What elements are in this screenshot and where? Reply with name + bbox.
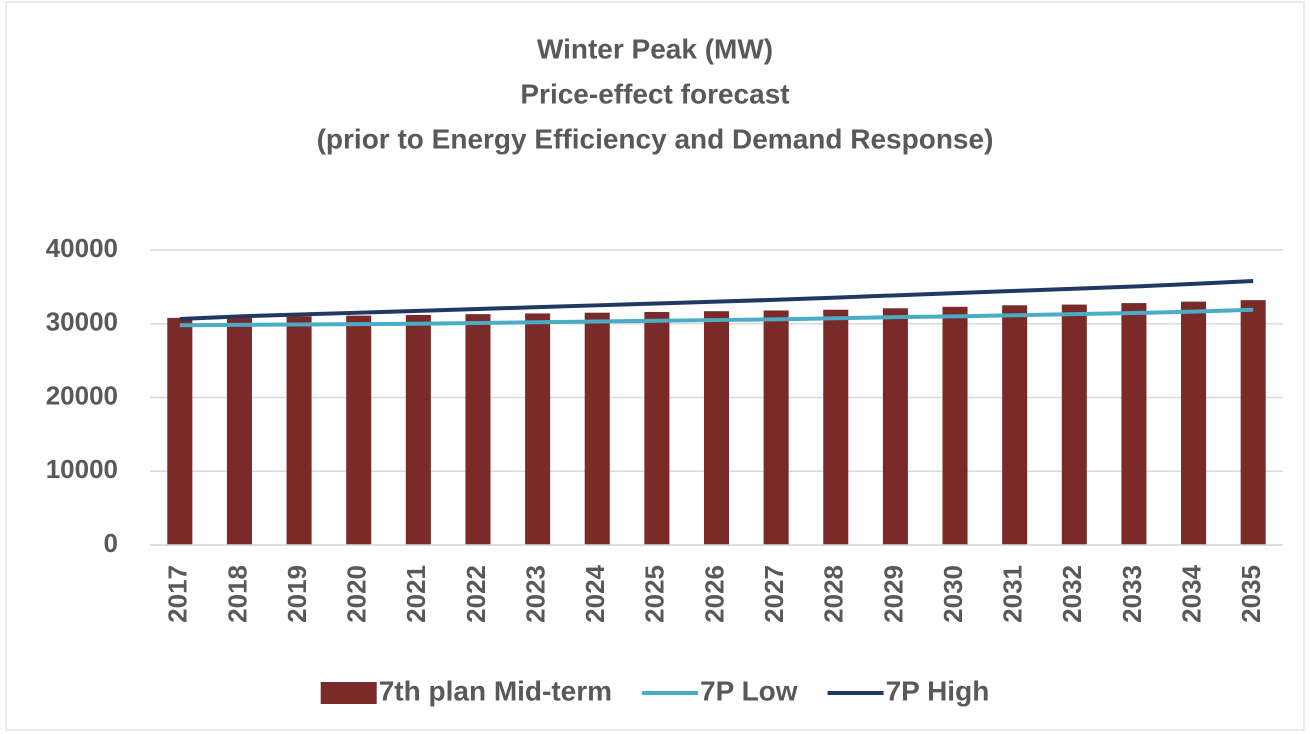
x-tick-label: 2027 [759, 565, 789, 623]
x-tick-label: 2035 [1236, 565, 1266, 623]
x-tick-label: 2025 [640, 565, 670, 623]
bar [226, 317, 252, 545]
x-tick-label: 2022 [461, 565, 491, 623]
line [179, 307, 1254, 328]
x-tick-label: 2033 [1117, 565, 1147, 623]
x-tick-label: 2026 [699, 565, 729, 623]
legend-label: 7P High [886, 675, 990, 706]
bar [823, 309, 849, 545]
x-tick-label: 2030 [938, 565, 968, 623]
bar [525, 313, 551, 545]
bar [584, 312, 610, 545]
line [179, 278, 1254, 321]
x-tick-label: 2019 [282, 565, 312, 623]
bar [1061, 304, 1087, 545]
legend-label: 7P Low [700, 675, 798, 706]
legend-swatch [320, 682, 377, 704]
bar [405, 314, 431, 545]
x-tick-label: 2023 [520, 565, 550, 623]
chart-title: Winter Peak (MW) [537, 33, 773, 64]
x-tick-label: 2032 [1057, 565, 1087, 623]
bar [763, 310, 789, 545]
x-tick-label: 2021 [401, 565, 431, 623]
y-tick-label: 0 [104, 528, 118, 558]
x-tick-label: 2020 [342, 565, 372, 623]
bar [1181, 301, 1207, 545]
bar [703, 311, 730, 545]
bar [286, 316, 312, 545]
bar [882, 308, 908, 545]
bar [644, 311, 670, 545]
bar [346, 315, 372, 545]
x-tick-label: 2029 [878, 565, 908, 623]
bar [942, 306, 968, 545]
y-tick-label: 20000 [46, 380, 118, 410]
x-tick-label: 2028 [819, 565, 849, 623]
x-tick-label: 2018 [222, 565, 252, 623]
x-tick-label: 2031 [998, 565, 1028, 623]
bar [465, 314, 491, 545]
bar [1121, 303, 1147, 545]
chart-title: (prior to Energy Efficiency and Demand R… [317, 123, 994, 154]
y-tick-label: 10000 [46, 454, 118, 484]
x-tick-label: 2024 [580, 564, 610, 622]
x-tick-label: 2017 [163, 565, 193, 623]
bar [1240, 300, 1266, 545]
y-tick-label: 30000 [46, 307, 118, 337]
x-tick-label: 2034 [1176, 564, 1206, 622]
bar [1002, 305, 1028, 545]
legend-label: 7th plan Mid-term [379, 675, 612, 706]
y-tick-label: 40000 [46, 233, 118, 263]
bar [167, 317, 193, 545]
chart-title: Price-effect forecast [520, 78, 789, 109]
